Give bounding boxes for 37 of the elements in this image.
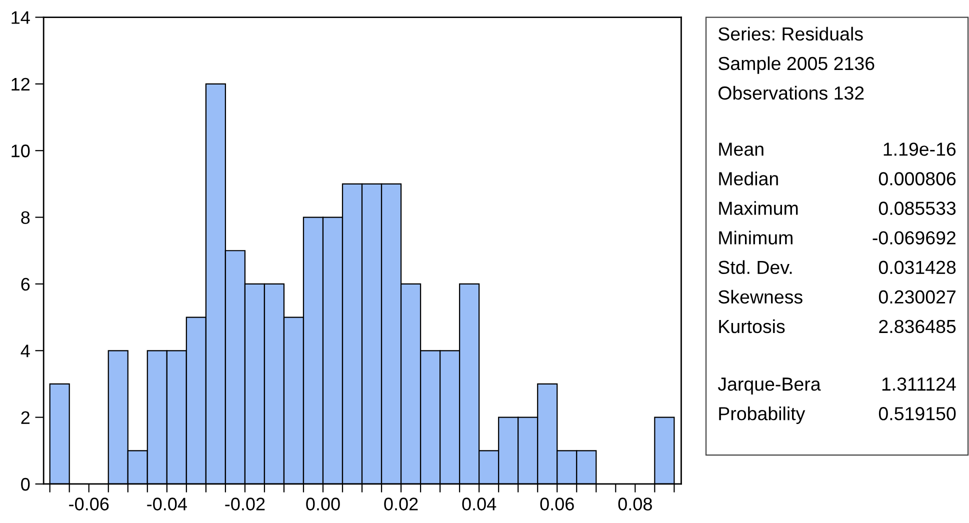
x-tick-label: -0.02 (225, 498, 265, 510)
x-tick-label: -0.06 (69, 498, 109, 510)
x-tick-label: 0.02 (384, 498, 418, 510)
text: -0.069692 (872, 231, 956, 244)
text: Jarque-Bera (718, 378, 821, 394)
x-tick-label: 0.00 (306, 498, 340, 510)
text: 0.031428 (878, 260, 956, 274)
y-tick-label: 14 (12, 11, 30, 24)
text: Skewness (718, 290, 802, 304)
text: Series: Residuals (718, 26, 863, 41)
text: Sample 2005 2136 (718, 56, 874, 74)
text: 0.000806 (878, 172, 956, 186)
text: 2.836485 (879, 320, 956, 334)
text: 1.311124 (882, 377, 956, 391)
text: 1.19e-16 (884, 142, 956, 156)
text: Minimum (719, 230, 792, 244)
text: Observations 132 (718, 86, 864, 100)
y-tick-label: 8 (21, 211, 30, 224)
x-tick-label: 0.04 (462, 498, 496, 510)
text: 0.519150 (878, 407, 956, 420)
text: Std. Dev. (718, 260, 792, 274)
text: Maximum (719, 201, 798, 215)
text: 0.230027 (878, 290, 956, 304)
text: Median (719, 172, 778, 186)
y-tick-label: 6 (21, 278, 30, 291)
x-tick-label: -0.04 (147, 498, 187, 510)
y-tick-label: 10 (12, 144, 30, 158)
x-tick-label: 0.06 (540, 498, 574, 510)
text: Probability (719, 406, 806, 424)
y-tick-label: 2 (21, 411, 30, 424)
y-tick-label: 12 (12, 78, 30, 90)
text: 0.085533 (878, 202, 956, 215)
y-tick-label: 4 (20, 344, 30, 358)
text: Mean (719, 142, 764, 156)
text: Kurtosis (719, 319, 785, 334)
y-tick-label: 0 (21, 478, 30, 491)
x-tick-label: 0.08 (618, 498, 652, 510)
